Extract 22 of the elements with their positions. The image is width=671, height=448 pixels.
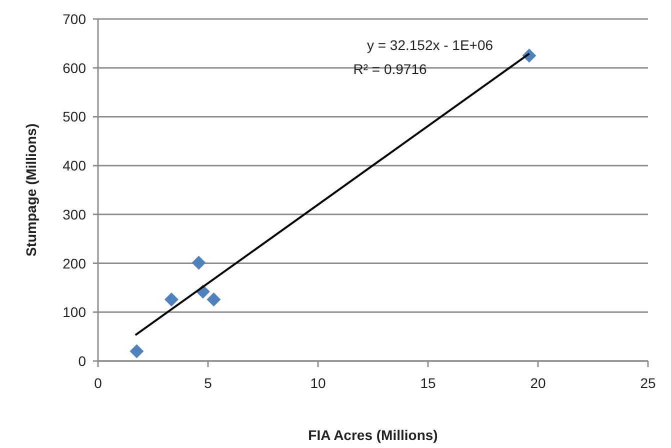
x-tick-label: 20 (530, 375, 546, 391)
y-tick-label: 500 (62, 108, 86, 125)
y-tick-label: 200 (62, 255, 86, 272)
y-tick-label: 700 (62, 11, 86, 27)
y-tick-label: 0 (78, 353, 86, 369)
point (206, 292, 221, 306)
y-tick-label: 100 (62, 304, 86, 320)
x-tick-label: 25 (640, 375, 656, 391)
x-tick-label: 15 (420, 375, 436, 391)
annotation: R² = 0.9716 (353, 61, 427, 77)
x-tick-label: 5 (204, 375, 212, 391)
x-tick-label: 10 (310, 375, 326, 391)
y-tick-label: 400 (62, 158, 86, 174)
y-tick-label: 600 (62, 60, 86, 76)
point (130, 344, 144, 358)
point (164, 292, 178, 306)
x-axis-title: FIA Acres (Millions) (308, 427, 438, 443)
y-tick-label: 300 (62, 206, 86, 222)
annotation: y = 32.152x - 1E+06 (366, 37, 494, 53)
x-tick-label: 0 (94, 375, 102, 391)
y-axis-title: Stumpage (Millions) (23, 124, 39, 256)
point (192, 256, 206, 270)
